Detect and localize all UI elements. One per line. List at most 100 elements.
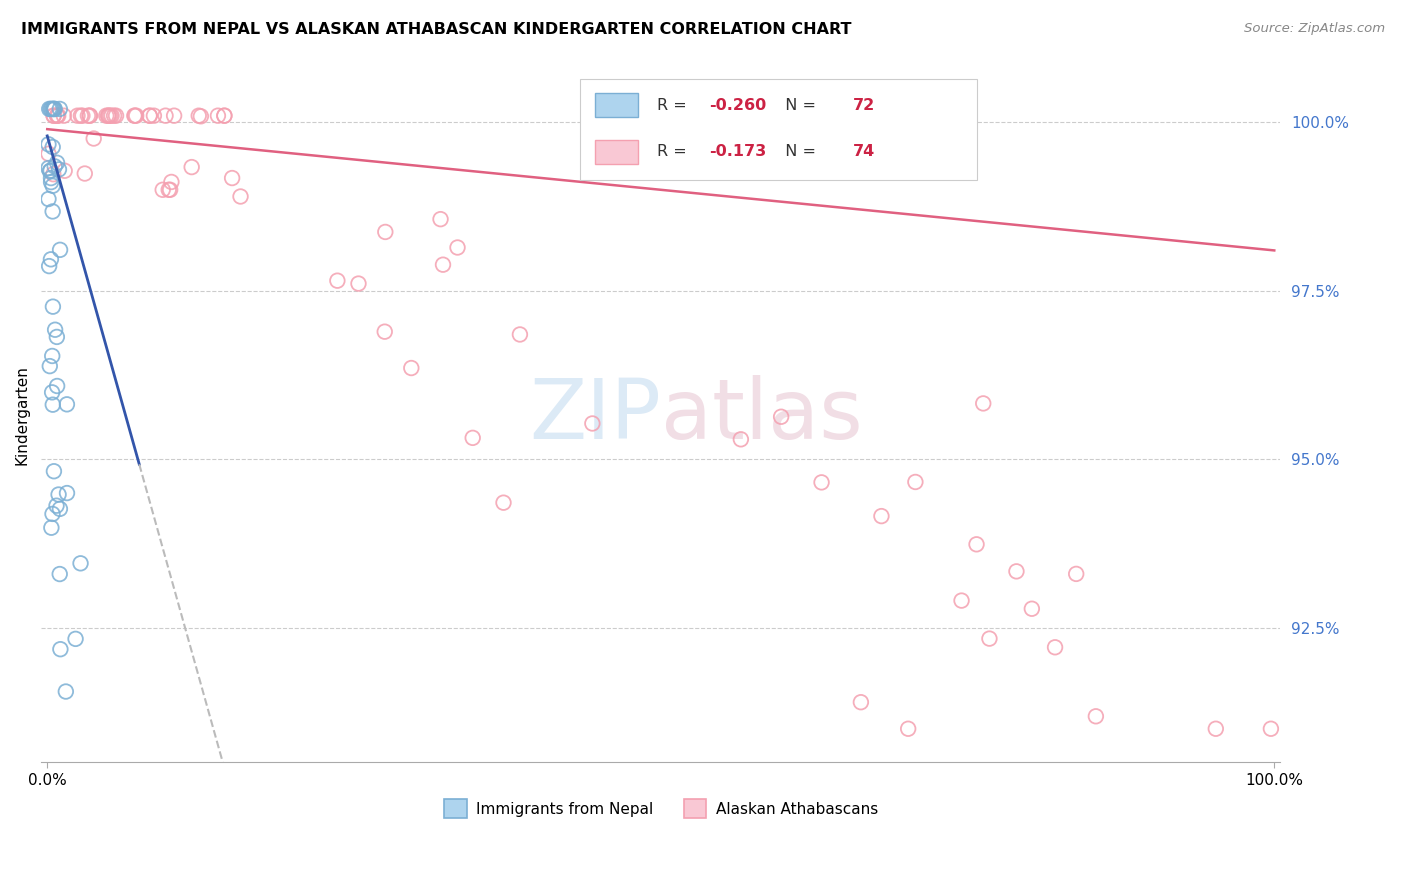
Text: ZIP: ZIP [529, 375, 661, 456]
Point [39, 171, 62, 186]
Point [75, 890, 97, 892]
Point [98, 890, 121, 892]
Point [810, 475, 832, 490]
Point [461, 431, 484, 445]
Point [41, 521, 63, 535]
Text: -0.260: -0.260 [709, 98, 766, 112]
Point [37, 192, 59, 206]
Point [41, 178, 63, 193]
Point [37, 146, 59, 161]
Point [1064, 566, 1087, 581]
Point [770, 409, 793, 424]
FancyBboxPatch shape [581, 78, 977, 179]
Point [77, 890, 100, 892]
Point [42, 102, 65, 116]
Point [221, 171, 243, 186]
Point [374, 225, 396, 239]
Point [401, 361, 423, 376]
Point [86, 890, 108, 892]
Point [124, 890, 146, 892]
Point [97, 109, 120, 123]
Point [209, 890, 232, 892]
Point [97, 109, 120, 123]
Point [38, 259, 60, 273]
Point [159, 183, 181, 197]
Point [870, 509, 893, 524]
Point [195, 890, 218, 892]
Point [46, 109, 69, 123]
Point [180, 160, 202, 174]
Point [67, 890, 90, 892]
Point [42, 102, 65, 116]
Point [39, 163, 62, 178]
Point [42, 102, 65, 116]
Text: IMMIGRANTS FROM NEPAL VS ALASKAN ATHABASCAN KINDERGARTEN CORRELATION CHART: IMMIGRANTS FROM NEPAL VS ALASKAN ATHABAS… [21, 22, 852, 37]
Point [42, 464, 65, 478]
Text: N =: N = [775, 98, 821, 112]
Point [950, 593, 973, 607]
Text: -0.173: -0.173 [709, 145, 766, 160]
Point [45, 330, 67, 344]
Point [83, 131, 105, 145]
Point [42, 109, 65, 123]
Point [49, 501, 72, 516]
Y-axis label: Kindergarten: Kindergarten [15, 366, 30, 466]
Point [581, 417, 603, 431]
Point [1043, 640, 1066, 655]
Point [207, 109, 229, 123]
Point [96, 109, 118, 123]
Text: 74: 74 [853, 145, 875, 160]
Point [190, 109, 212, 123]
Point [53, 163, 76, 178]
Point [374, 325, 396, 339]
Point [122, 890, 145, 892]
Point [41, 204, 63, 219]
Point [63, 890, 86, 892]
Legend: Immigrants from Nepal, Alaskan Athabascans: Immigrants from Nepal, Alaskan Athabasca… [437, 793, 884, 824]
Point [39, 175, 62, 189]
Point [208, 890, 231, 892]
Point [214, 109, 236, 123]
Point [849, 695, 872, 709]
Point [145, 890, 167, 892]
Point [41, 385, 63, 400]
Point [86, 890, 108, 892]
Point [79, 109, 101, 123]
Point [72, 109, 94, 123]
Point [82, 890, 104, 892]
Point [152, 183, 174, 197]
Point [155, 109, 177, 123]
FancyBboxPatch shape [595, 140, 638, 164]
Point [429, 212, 451, 227]
Point [103, 109, 125, 123]
Point [56, 397, 79, 411]
Point [326, 274, 349, 288]
Point [160, 175, 183, 189]
Point [108, 890, 131, 892]
Point [39, 102, 62, 116]
Point [44, 160, 66, 174]
Text: atlas: atlas [661, 375, 862, 456]
Text: 72: 72 [853, 98, 875, 112]
Point [201, 890, 224, 892]
Point [49, 102, 72, 116]
Point [65, 632, 87, 646]
Point [138, 890, 160, 892]
Point [187, 109, 209, 123]
Point [233, 890, 256, 892]
Point [240, 890, 263, 892]
Text: R =: R = [657, 145, 692, 160]
Point [41, 140, 63, 154]
Point [75, 890, 97, 892]
Point [157, 183, 180, 197]
Point [966, 537, 988, 551]
Point [972, 396, 994, 410]
Point [142, 109, 165, 123]
Point [66, 109, 89, 123]
Point [80, 890, 103, 892]
Point [55, 684, 77, 698]
Point [897, 722, 920, 736]
Point [103, 890, 125, 892]
Point [446, 240, 468, 254]
Point [138, 109, 160, 123]
